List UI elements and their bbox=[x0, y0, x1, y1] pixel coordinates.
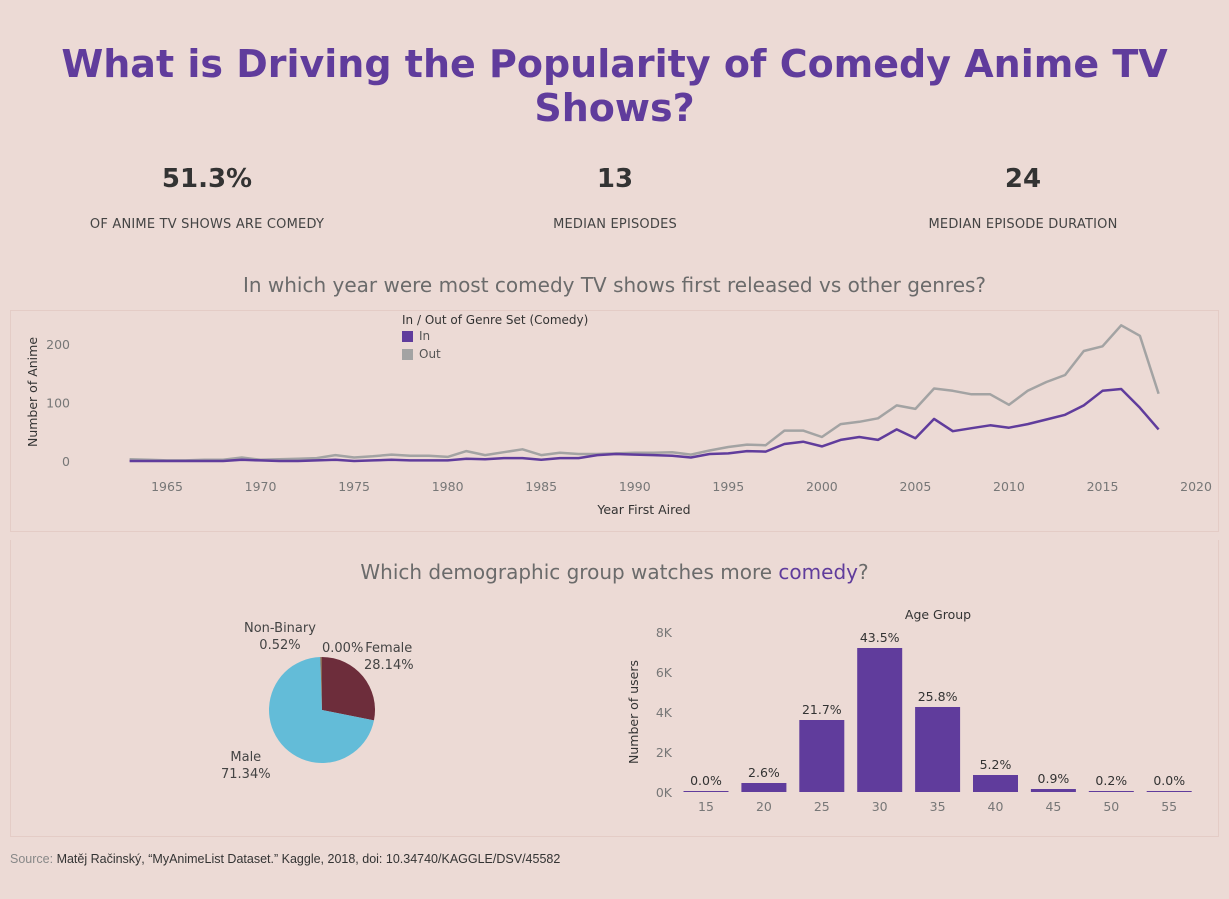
heading-highlight: comedy bbox=[778, 560, 858, 584]
bar-data-label: 0.9% bbox=[1038, 771, 1070, 786]
x-tick-label: 1970 bbox=[245, 479, 277, 494]
x-tick-label: 2015 bbox=[1087, 479, 1119, 494]
heading-suffix: ? bbox=[857, 560, 869, 584]
x-tick-label: 1995 bbox=[712, 479, 744, 494]
x-tick-label: 1980 bbox=[432, 479, 464, 494]
kpi-median-duration-label: MEDIAN EPISODE DURATION bbox=[928, 217, 1118, 232]
x-tick-label: 2010 bbox=[993, 479, 1025, 494]
kpi-median-duration-value: 24 bbox=[1004, 164, 1042, 194]
bar-age-30 bbox=[857, 648, 903, 792]
y-tick-label: 0K bbox=[656, 785, 673, 800]
x-tick-label: 45 bbox=[1045, 799, 1061, 814]
pie-label-female: Female 28.14% bbox=[364, 641, 414, 673]
x-tick-label: 1990 bbox=[619, 479, 651, 494]
y-tick-label: 0 bbox=[62, 454, 70, 469]
x-tick-label: 35 bbox=[930, 799, 946, 814]
age-bar-chart: Age Group Number of users 0K 2K 4K 6K 8K 0.0%… bbox=[626, 607, 1192, 814]
heading-prefix: Which demographic group watches more bbox=[360, 560, 779, 584]
line-x-axis-label: Year First Aired bbox=[596, 502, 690, 517]
kpi-median-episodes-value: 13 bbox=[596, 164, 634, 194]
x-tick-label: 1965 bbox=[151, 479, 183, 494]
y-tick-label: 4K bbox=[656, 705, 673, 720]
x-tick-label: 2005 bbox=[899, 479, 931, 494]
bar-age-25 bbox=[799, 720, 845, 792]
y-tick-label: 2K bbox=[656, 745, 673, 760]
bar-data-label: 0.0% bbox=[1153, 773, 1185, 788]
pie-slice-male bbox=[269, 657, 374, 763]
y-tick-label: 100 bbox=[46, 396, 70, 411]
x-tick-label: 40 bbox=[988, 799, 1004, 814]
x-tick-label: 1985 bbox=[525, 479, 557, 494]
line-y-axis-label: Number of Anime bbox=[25, 337, 40, 447]
y-tick-label: 200 bbox=[46, 337, 70, 352]
pie-label-male: Male 71.34% bbox=[221, 750, 271, 782]
line-chart-panel bbox=[10, 310, 1219, 532]
pie-slice-female bbox=[322, 657, 376, 721]
bar-age-15 bbox=[683, 791, 729, 792]
dashboard-title: What is Driving the Popularity of Comedy… bbox=[61, 42, 1168, 130]
x-tick-label: 1975 bbox=[338, 479, 370, 494]
x-tick-label: 2000 bbox=[806, 479, 838, 494]
bar-age-20 bbox=[741, 783, 787, 792]
bar-data-label: 5.2% bbox=[980, 757, 1012, 772]
x-tick-label: 15 bbox=[698, 799, 714, 814]
y-tick-label: 8K bbox=[656, 625, 673, 640]
line-chart-heading: In which year were most comedy TV shows … bbox=[242, 273, 987, 297]
legend-label-out: Out bbox=[419, 347, 441, 361]
x-tick-label: 2020 bbox=[1180, 479, 1212, 494]
bar-data-label: 2.6% bbox=[748, 765, 780, 780]
legend-item-out[interactable]: Out bbox=[402, 345, 588, 363]
bar-chart-title: Age Group bbox=[905, 607, 971, 622]
gender-pie-chart bbox=[269, 657, 376, 763]
kpi-comedy-share-label: OF ANIME TV SHOWS ARE COMEDY bbox=[89, 217, 325, 232]
bar-age-40 bbox=[973, 775, 1018, 792]
bar-data-label: 25.8% bbox=[918, 689, 958, 704]
bar-age-55 bbox=[1146, 791, 1192, 792]
pie-label-unknown: 0.00% bbox=[322, 641, 364, 656]
bar-age-45 bbox=[1030, 789, 1076, 792]
x-tick-label: 30 bbox=[872, 799, 888, 814]
legend-label-in: In bbox=[419, 329, 431, 343]
legend-swatch-out bbox=[402, 348, 413, 360]
kpi-median-episodes-label: MEDIAN EPISODES bbox=[553, 217, 677, 232]
y-tick-label: 6K bbox=[656, 665, 673, 680]
bar-data-label: 0.0% bbox=[690, 773, 722, 788]
legend-title: In / Out of Genre Set (Comedy) bbox=[402, 313, 589, 327]
bar-age-50 bbox=[1088, 791, 1134, 792]
bar-data-label: 43.5% bbox=[860, 630, 900, 645]
x-tick-label: 55 bbox=[1161, 799, 1177, 814]
line-legend: In / Out of Genre Set (Comedy) In Out bbox=[402, 313, 588, 363]
line-chart: Number of Anime Year First Aired 1965 197… bbox=[25, 324, 1212, 517]
demographic-heading: Which demographic group watches more com… bbox=[0, 560, 1229, 584]
legend-item-in[interactable]: In bbox=[402, 327, 588, 345]
series-line-out bbox=[129, 324, 1160, 462]
bar-age-35 bbox=[915, 707, 961, 792]
bar-data-label: 0.2% bbox=[1095, 773, 1127, 788]
source-note: Source: Matěj Račinský, “MyAnimeList Dat… bbox=[10, 852, 560, 866]
kpi-comedy-share-value: 51.3% bbox=[161, 164, 253, 194]
legend-swatch-in bbox=[402, 330, 413, 342]
x-tick-label: 20 bbox=[756, 799, 772, 814]
source-prefix: Source: bbox=[10, 852, 57, 866]
bar-data-label: 21.7% bbox=[802, 702, 842, 717]
x-tick-label: 50 bbox=[1103, 799, 1119, 814]
series-line-in bbox=[129, 387, 1160, 463]
demographic-panel bbox=[10, 540, 1219, 837]
source-text: Matěj Račinský, “MyAnimeList Dataset.” K… bbox=[56, 852, 561, 866]
bar-y-axis-label: Number of users bbox=[626, 660, 641, 764]
x-tick-label: 25 bbox=[814, 799, 830, 814]
pie-label-nonbinary: Non-Binary 0.52% bbox=[244, 621, 316, 653]
pie-slice-non-binary bbox=[320, 657, 322, 710]
